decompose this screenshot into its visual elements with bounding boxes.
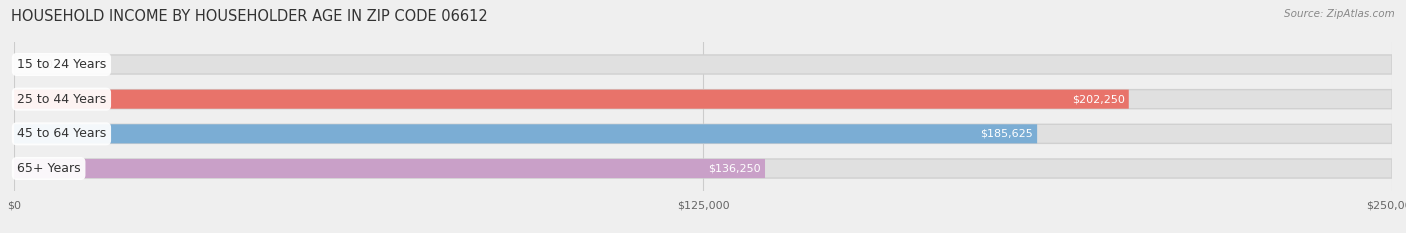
- Text: $202,250: $202,250: [1071, 94, 1125, 104]
- FancyBboxPatch shape: [14, 90, 1129, 109]
- Text: HOUSEHOLD INCOME BY HOUSEHOLDER AGE IN ZIP CODE 06612: HOUSEHOLD INCOME BY HOUSEHOLDER AGE IN Z…: [11, 9, 488, 24]
- FancyBboxPatch shape: [14, 55, 1392, 74]
- Text: 65+ Years: 65+ Years: [17, 162, 80, 175]
- Text: Source: ZipAtlas.com: Source: ZipAtlas.com: [1284, 9, 1395, 19]
- FancyBboxPatch shape: [14, 124, 1392, 143]
- Text: 45 to 64 Years: 45 to 64 Years: [17, 127, 105, 140]
- FancyBboxPatch shape: [14, 159, 765, 178]
- Text: 15 to 24 Years: 15 to 24 Years: [17, 58, 105, 71]
- Text: $136,250: $136,250: [709, 164, 761, 174]
- Text: $0: $0: [39, 59, 53, 69]
- FancyBboxPatch shape: [14, 159, 1392, 178]
- Text: $185,625: $185,625: [980, 129, 1033, 139]
- FancyBboxPatch shape: [14, 124, 1038, 143]
- Text: 25 to 44 Years: 25 to 44 Years: [17, 93, 105, 106]
- FancyBboxPatch shape: [14, 90, 1392, 109]
